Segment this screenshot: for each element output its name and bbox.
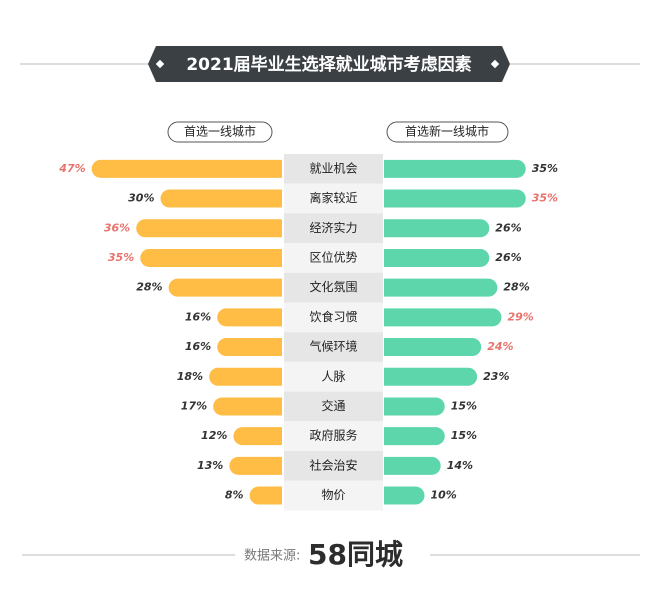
value-label: 12%	[201, 429, 227, 442]
value-label: 24%	[487, 340, 513, 353]
title-dot	[155, 59, 165, 69]
bar	[384, 486, 425, 505]
value-label: 35%	[532, 192, 558, 205]
bar	[384, 219, 490, 238]
category-cell	[284, 451, 383, 481]
value-label: 13%	[197, 459, 223, 472]
value-label: 35%	[532, 162, 558, 175]
bar	[384, 367, 478, 386]
value-label: 16%	[185, 310, 211, 323]
bar	[217, 338, 282, 357]
value-label: 36%	[104, 221, 130, 234]
value-label: 17%	[181, 399, 207, 412]
bar	[384, 159, 526, 178]
bar	[384, 397, 445, 416]
category-cell	[284, 183, 383, 214]
title-banner	[148, 46, 510, 82]
category-label: 经济实力	[309, 220, 357, 235]
category-cell	[284, 302, 383, 333]
bar	[384, 308, 502, 327]
source-label: 数据来源:	[244, 549, 300, 564]
category-cell	[284, 213, 383, 244]
value-label: 28%	[136, 281, 162, 294]
bar	[384, 189, 526, 208]
category-label: 社会治安	[309, 457, 357, 472]
value-label: 18%	[177, 370, 203, 383]
value-label: 35%	[108, 251, 134, 264]
legend-label: 首选一线城市	[184, 124, 256, 139]
legend-label: 首选新一线城市	[405, 124, 489, 139]
title-dot	[490, 59, 500, 69]
category-cell	[284, 421, 383, 451]
bar	[160, 189, 282, 208]
bar	[136, 219, 282, 238]
bar	[384, 427, 445, 446]
value-label: 26%	[495, 251, 521, 264]
category-label: 人脉	[321, 368, 345, 383]
value-label: 15%	[451, 429, 477, 442]
category-cell	[284, 243, 383, 273]
value-label: 30%	[128, 192, 154, 205]
category-cell	[284, 272, 383, 303]
value-label: 14%	[447, 459, 473, 472]
legend-pill	[386, 121, 509, 143]
bar	[168, 278, 282, 297]
value-label: 26%	[495, 221, 521, 234]
bar	[249, 486, 282, 505]
category-cell	[284, 480, 383, 511]
value-label: 29%	[507, 310, 533, 323]
value-label: 10%	[431, 489, 457, 502]
bar	[91, 159, 283, 178]
category-cell	[284, 391, 383, 422]
value-label: 28%	[503, 281, 529, 294]
bar	[217, 308, 282, 327]
category-cell	[284, 332, 383, 362]
value-label: 16%	[185, 340, 211, 353]
bar	[140, 248, 282, 267]
value-label: 23%	[483, 370, 509, 383]
bar	[384, 456, 441, 475]
value-label: 15%	[451, 399, 477, 412]
category-label: 就业机会	[309, 161, 357, 175]
legend-pill	[167, 121, 273, 143]
source-logo: 58同城	[308, 538, 403, 571]
bar	[384, 338, 482, 357]
bar	[384, 278, 498, 297]
bar	[213, 397, 282, 416]
chart-title: 2021届毕业生选择就业城市考虑因素	[186, 54, 471, 75]
category-label: 文化氛围	[309, 279, 357, 294]
category-label: 物价	[321, 488, 345, 502]
category-label: 政府服务	[309, 428, 357, 443]
category-label: 气候环境	[309, 339, 357, 354]
bar	[384, 248, 490, 267]
category-label: 饮食习惯	[309, 309, 357, 324]
category-label: 交通	[321, 398, 345, 413]
category-label: 区位优势	[309, 249, 357, 264]
bar	[229, 456, 282, 475]
category-label: 离家较近	[309, 190, 357, 205]
bar	[209, 367, 282, 386]
value-label: 47%	[58, 162, 85, 175]
category-cell	[284, 361, 383, 392]
value-label: 8%	[225, 489, 244, 502]
bar	[233, 427, 282, 446]
category-cell	[284, 154, 383, 184]
